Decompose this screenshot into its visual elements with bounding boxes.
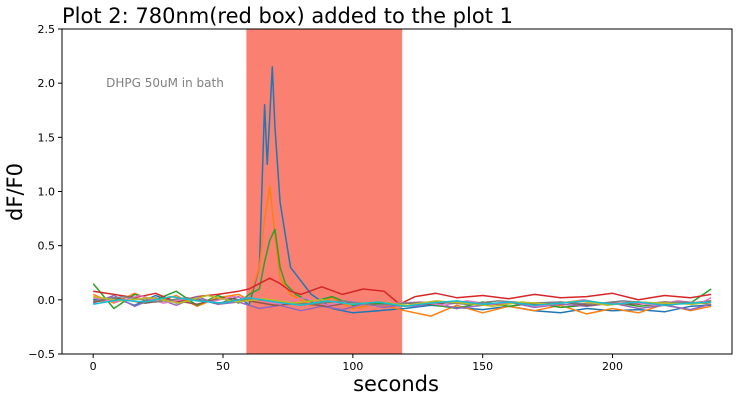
x-tick-label: 200 bbox=[602, 360, 623, 373]
x-tick-label: 100 bbox=[342, 360, 363, 373]
y-tick-label: −0.5 bbox=[28, 348, 55, 361]
y-tick-label: 0.0 bbox=[38, 294, 56, 307]
y-tick-label: 0.5 bbox=[38, 240, 56, 253]
y-tick-label: 1.5 bbox=[38, 131, 56, 144]
x-tick-label: 150 bbox=[472, 360, 493, 373]
annotation-dhpg: DHPG 50uM in bath bbox=[106, 76, 224, 90]
y-tick-label: 1.0 bbox=[38, 186, 56, 199]
x-tick-label: 0 bbox=[90, 360, 97, 373]
series-line-8 bbox=[93, 295, 712, 307]
series-layer bbox=[92, 66, 712, 317]
x-tick-label: 50 bbox=[216, 360, 230, 373]
x-axis-label: seconds bbox=[353, 372, 439, 396]
chart-title: Plot 2: 780nm(red box) added to the plot… bbox=[62, 4, 513, 28]
x-axis: 0 50 100 150 200 bbox=[90, 354, 623, 373]
y-axis-label: dF/F0 bbox=[3, 163, 27, 221]
y-tick-label: 2.5 bbox=[38, 23, 56, 36]
series-line-10 bbox=[93, 295, 712, 308]
plot-area: DHPG 50uM in bath bbox=[61, 28, 733, 355]
y-tick-label: 2.0 bbox=[38, 77, 56, 90]
y-axis: −0.5 0.0 0.5 1.0 1.5 2.0 2.5 bbox=[28, 23, 62, 361]
series-line-4 bbox=[93, 277, 712, 305]
